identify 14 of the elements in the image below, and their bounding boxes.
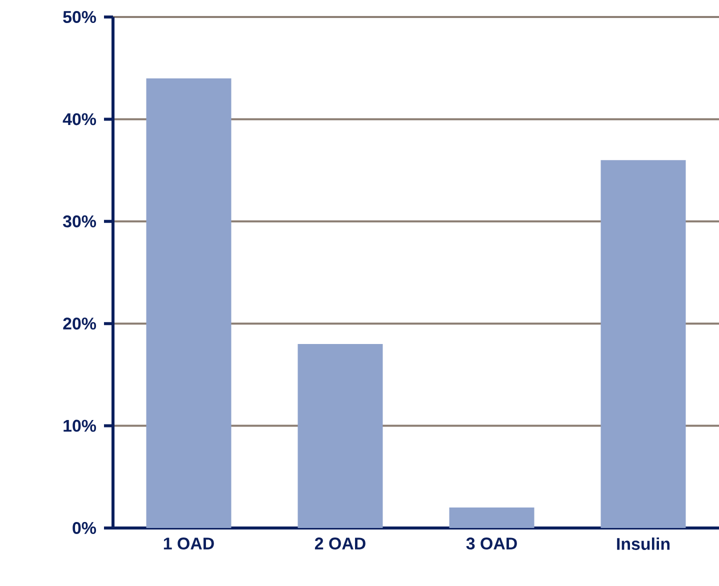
bar [449,508,534,528]
y-tick-label: 50% [63,11,96,24]
x-tick-label: Insulin [617,538,670,550]
y-tick-label: 30% [62,215,96,228]
x-tick-label: 1 OAD [164,538,214,550]
bar [600,160,686,528]
y-tick-label: 0% [72,522,96,534]
x-tick-label: 2 OAD [314,538,366,550]
y-tick-label: 40% [62,113,96,126]
bar [298,344,383,528]
y-tick-label: 20% [63,318,96,330]
bar [146,78,232,528]
x-tick-label: 3 OAD [466,538,517,550]
y-tick-label: 10% [64,420,96,432]
